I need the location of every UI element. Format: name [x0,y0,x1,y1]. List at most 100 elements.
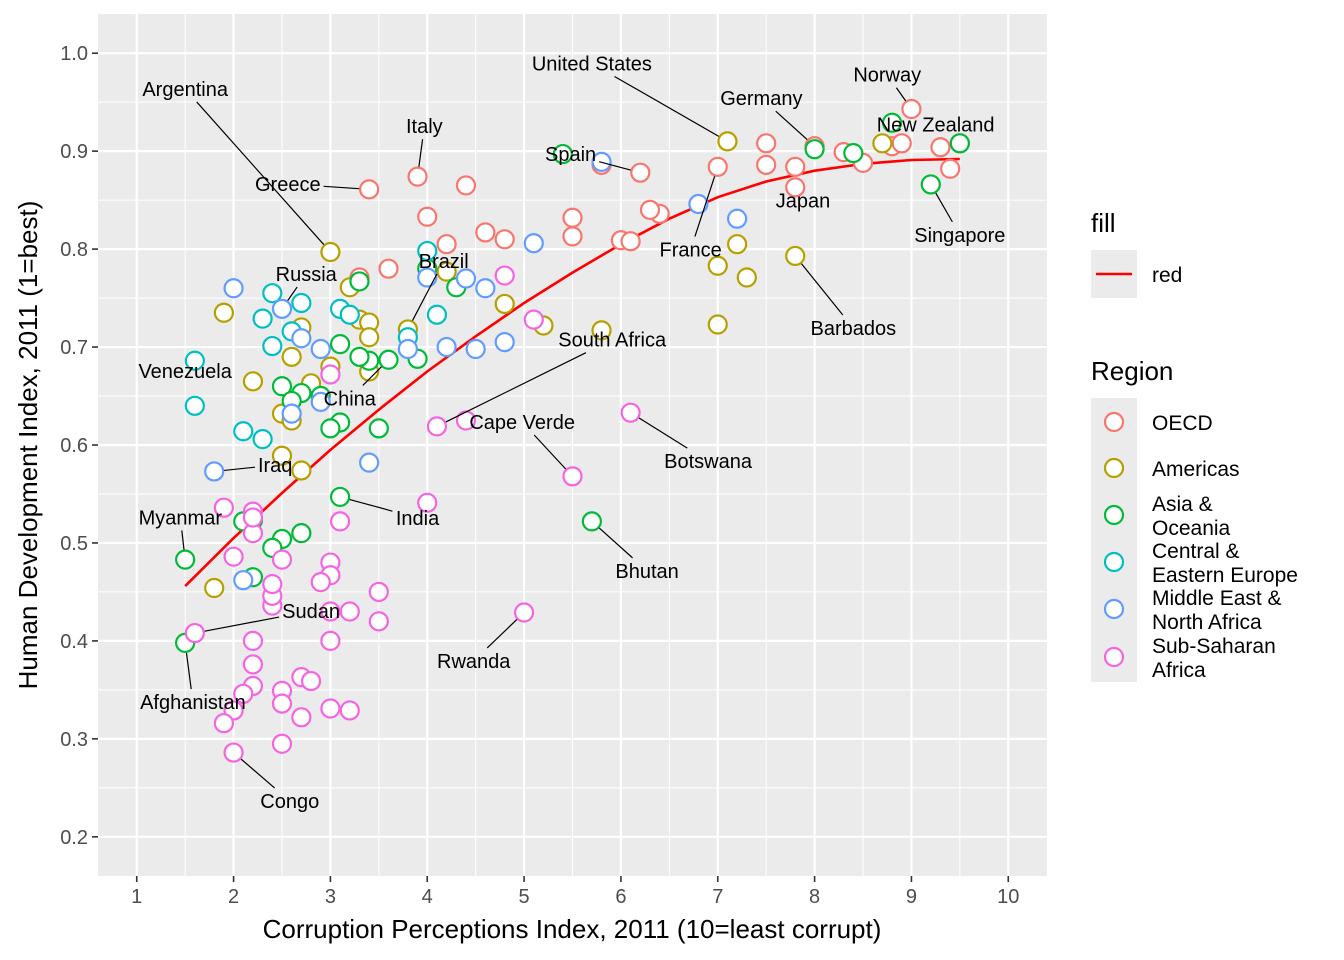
y-tick-label: 0.7 [60,337,88,359]
data-point [872,133,893,154]
data-point [339,700,360,721]
point-label: Norway [853,65,921,87]
label-leader-line [185,652,192,690]
y-tick-label: 0.2 [60,827,88,849]
x-tick-label: 8 [809,886,820,908]
data-point [581,511,602,532]
data-point [359,452,380,473]
y-tick-label: 0.6 [60,435,88,457]
data-point [630,162,651,183]
legend-key-circle [1103,411,1125,433]
data-point [252,429,273,450]
trend-line-layer [184,157,960,588]
legend-label: Middle East & [1152,587,1282,610]
data-point [475,222,496,243]
point-label: India [396,508,440,530]
data-point [300,670,322,692]
data-point [727,234,748,255]
data-point [785,245,806,267]
data-point [339,601,360,622]
data-point [291,523,312,544]
data-point [785,156,806,177]
y-tick-label: 0.5 [60,533,88,555]
legend-label: Eastern Europe [1152,564,1298,587]
data-point [426,416,448,437]
data-point [271,693,293,714]
data-point [204,577,225,599]
data-point [591,320,612,341]
legend-title-fill: fill [1091,208,1116,238]
data-point [940,158,961,179]
x-tick-label: 3 [325,886,336,908]
data-point [523,233,544,254]
axes: 1 2 3 4 5 6 7 8 9 10 0.2 0.3 0.4 0.5 0.6 0.7 0.8 0.9 1.0 [60,43,1019,908]
data-point [639,199,661,221]
data-point [329,511,351,532]
data-point [233,421,254,442]
data-point [242,371,264,392]
point-label: Brazil [419,251,469,273]
data-point [368,611,389,632]
point-labels: Norway New Zealand United States Germany Spa… [138,53,1005,813]
label-leader-line [240,758,276,789]
data-point [707,255,728,276]
data-point [494,265,515,286]
data-point [320,698,341,719]
data-point [310,338,331,360]
label-leader-line [638,417,688,449]
label-leader-line [287,286,298,301]
data-point [436,261,457,282]
legend-label: Oceania [1152,517,1231,540]
data-point [785,177,806,198]
data-point [262,573,283,595]
data-point [281,346,302,367]
data-point [378,258,399,279]
data-point [223,546,244,567]
data-point [407,166,428,187]
label-leader-line [598,161,631,171]
data-point [213,713,234,734]
data-point [930,137,951,158]
x-tick-label: 9 [906,886,917,908]
data-point [271,376,293,397]
data-point [310,572,331,593]
data-point [436,234,457,255]
data-point [349,346,370,367]
data-point [804,139,825,160]
point-label: Russia [276,264,338,286]
legend-label: Central & [1152,540,1240,563]
data-point [329,334,351,355]
data-point [465,338,486,360]
point-label: Rwanda [437,651,511,673]
data-point [475,278,496,299]
label-leader-line [445,352,587,423]
data-point [223,278,244,299]
data-point [310,391,331,412]
legend-key-circle [1103,646,1125,668]
data-point [271,549,293,570]
data-point [552,143,573,165]
label-leader-line [801,263,844,316]
point-label: Myanmar [139,507,223,529]
data-point [184,350,205,371]
data-point [291,460,312,481]
data-point [949,133,970,154]
legend-label: Americas [1152,458,1240,481]
label-leader-line [935,192,953,223]
point-label: Congo [260,791,319,813]
legend: fill red Region OECD Americas Asia &OceaniaCe… [1091,208,1298,682]
label-leader-line [694,176,716,237]
data-point [920,174,941,195]
data-point [368,418,389,439]
data-point [204,461,225,482]
y-tick-label: 1.0 [60,43,88,65]
label-leader-line [323,185,360,190]
label-leader-line [775,110,808,140]
data-point [291,707,312,728]
data-point [349,271,370,292]
data-point [417,206,438,227]
data-point [378,349,399,370]
data-point [736,267,757,288]
data-point [213,497,234,518]
data-point [184,395,205,416]
